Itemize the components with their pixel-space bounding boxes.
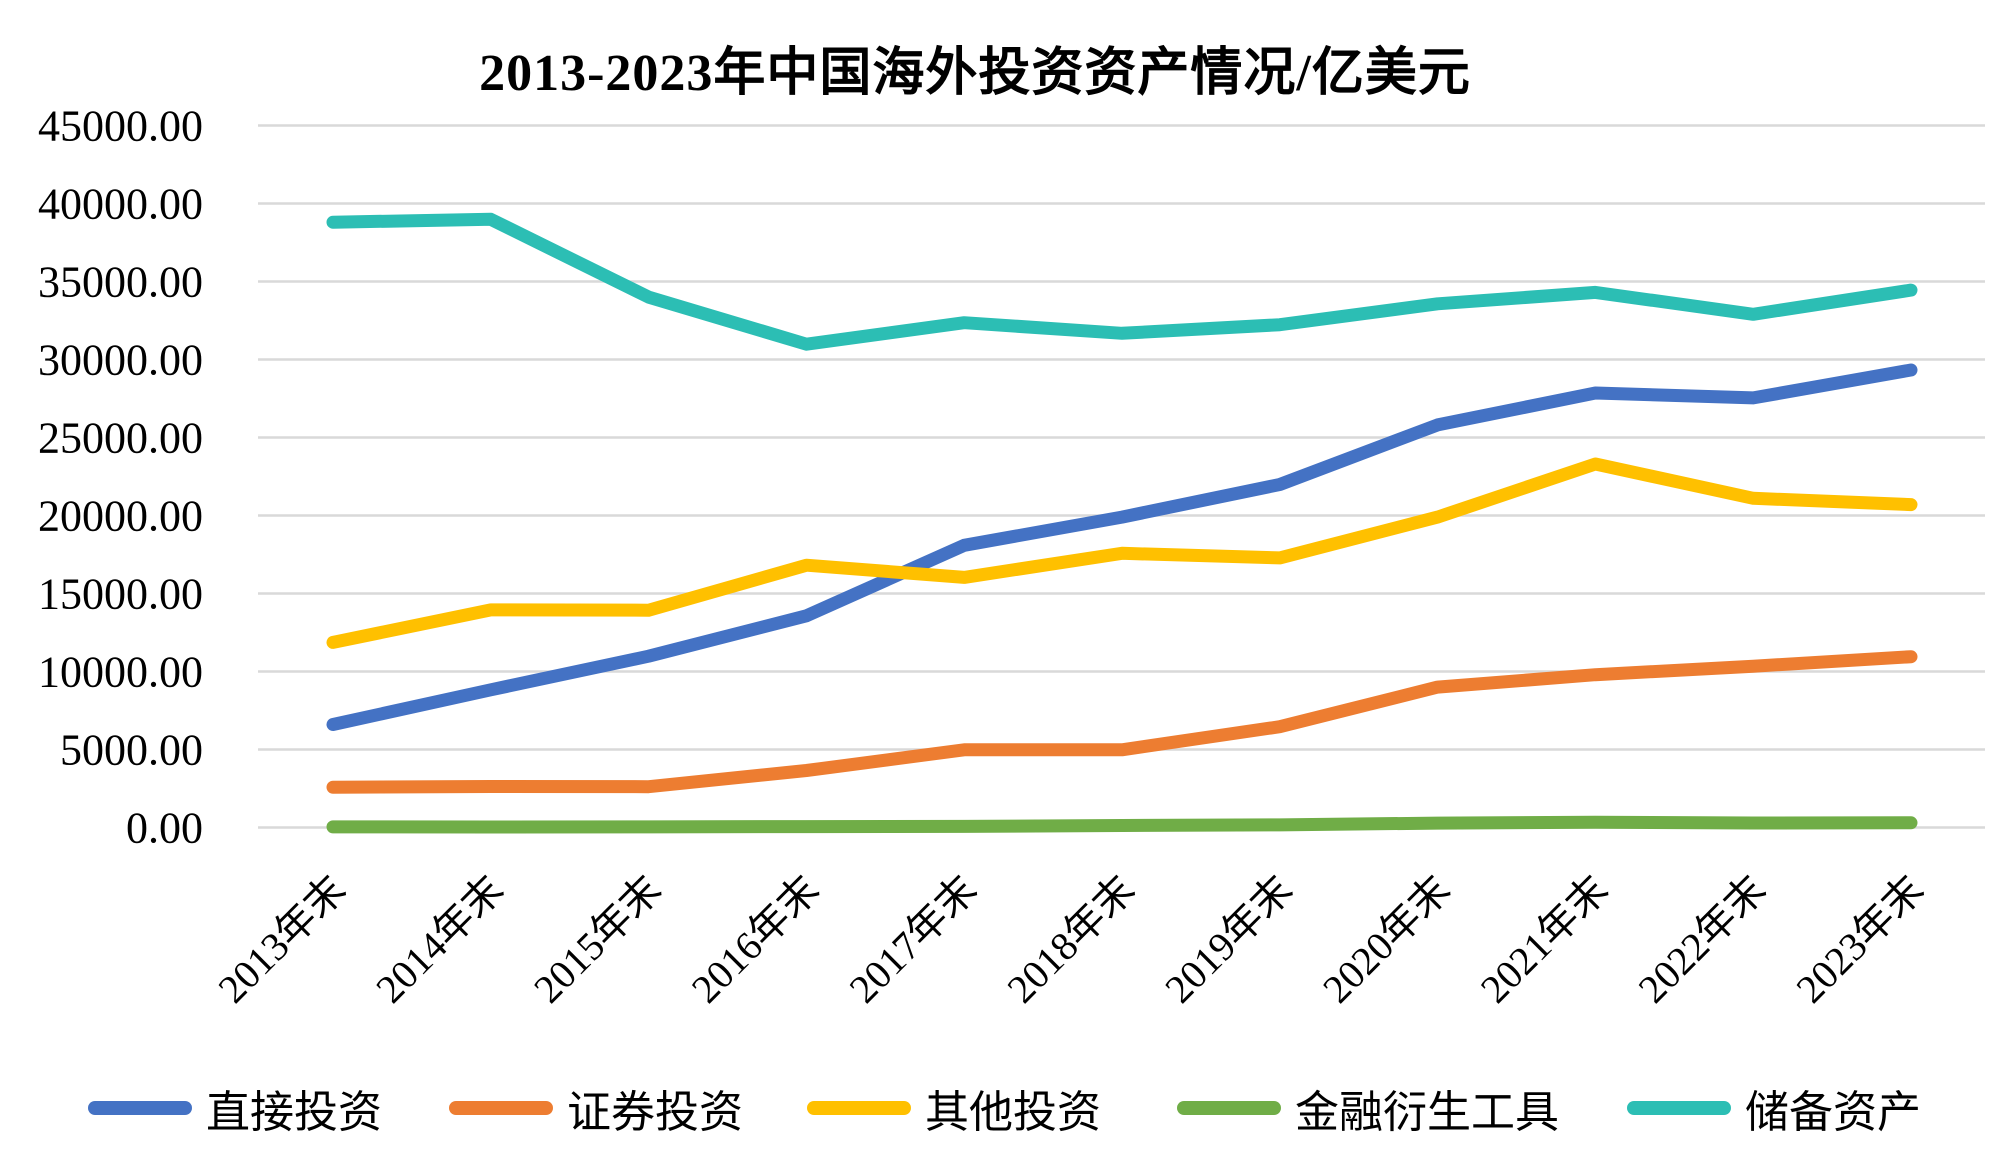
line-direct-investment (326, 363, 1918, 731)
x-axis-tick-label: 2021年末 (1472, 867, 1617, 1012)
x-axis-tick-label: 2019年末 (1156, 867, 1301, 1012)
legend-label: 直接投资 (206, 1088, 382, 1137)
legend-item-other-investment: 其他投资 (807, 1080, 1101, 1137)
legend-item-reserve-assets: 储备资产 (1627, 1080, 1921, 1137)
y-axis-tick-label: 20000.00 (38, 492, 203, 541)
legend-label: 金融衍生工具 (1295, 1088, 1559, 1137)
y-axis-tick-label: 15000.00 (38, 570, 203, 619)
legend-swatch (449, 1101, 553, 1115)
x-axis-tick-label: 2018年末 (998, 867, 1143, 1012)
legend-item-direct-investment: 直接投资 (88, 1080, 382, 1137)
line-other-investment (326, 457, 1918, 649)
legend-swatch (88, 1101, 192, 1115)
x-axis-tick-label: 2013年末 (209, 867, 354, 1012)
x-axis-tick-label: 2014年末 (367, 867, 512, 1012)
x-axis-tick-label: 2022年末 (1630, 867, 1775, 1012)
legend-item-financial-derivatives: 金融衍生工具 (1177, 1080, 1559, 1137)
x-axis-tick-label: 2015年末 (525, 867, 670, 1012)
legend-item-portfolio-investment: 证券投资 (449, 1080, 743, 1137)
legend-label: 证券投资 (567, 1088, 743, 1137)
x-axis-tick-label: 2016年末 (683, 867, 828, 1012)
line-reserve-assets (326, 212, 1918, 351)
x-axis-tick-label: 2017年末 (841, 867, 986, 1012)
line-portfolio-investment (326, 650, 1918, 794)
y-axis-tick-label: 40000.00 (38, 180, 203, 229)
chart-legend: 直接投资 证券投资 其他投资 金融衍生工具 储备资产 (0, 1080, 1999, 1140)
y-axis-tick-label: 10000.00 (38, 648, 203, 697)
y-axis-tick-label: 25000.00 (38, 414, 203, 463)
legend-label: 其他投资 (925, 1088, 1101, 1137)
x-axis-tick-label: 2023年末 (1787, 867, 1932, 1012)
x-axis-tick-label: 2020年末 (1314, 867, 1459, 1012)
legend-swatch (1177, 1101, 1281, 1115)
y-axis-tick-label: 5000.00 (60, 726, 203, 775)
y-axis-tick-label: 35000.00 (38, 258, 203, 307)
legend-label: 储备资产 (1745, 1088, 1921, 1137)
line-financial-derivatives (326, 815, 1918, 834)
chart-title: 2013-2023年中国海外投资资产情况/亿美元 (479, 45, 1471, 102)
y-axis-tick-label: 0.00 (126, 804, 203, 853)
y-axis-tick-label: 45000.00 (38, 102, 203, 151)
legend-swatch (807, 1101, 911, 1115)
y-axis-tick-label: 30000.00 (38, 336, 203, 385)
legend-swatch (1627, 1101, 1731, 1115)
